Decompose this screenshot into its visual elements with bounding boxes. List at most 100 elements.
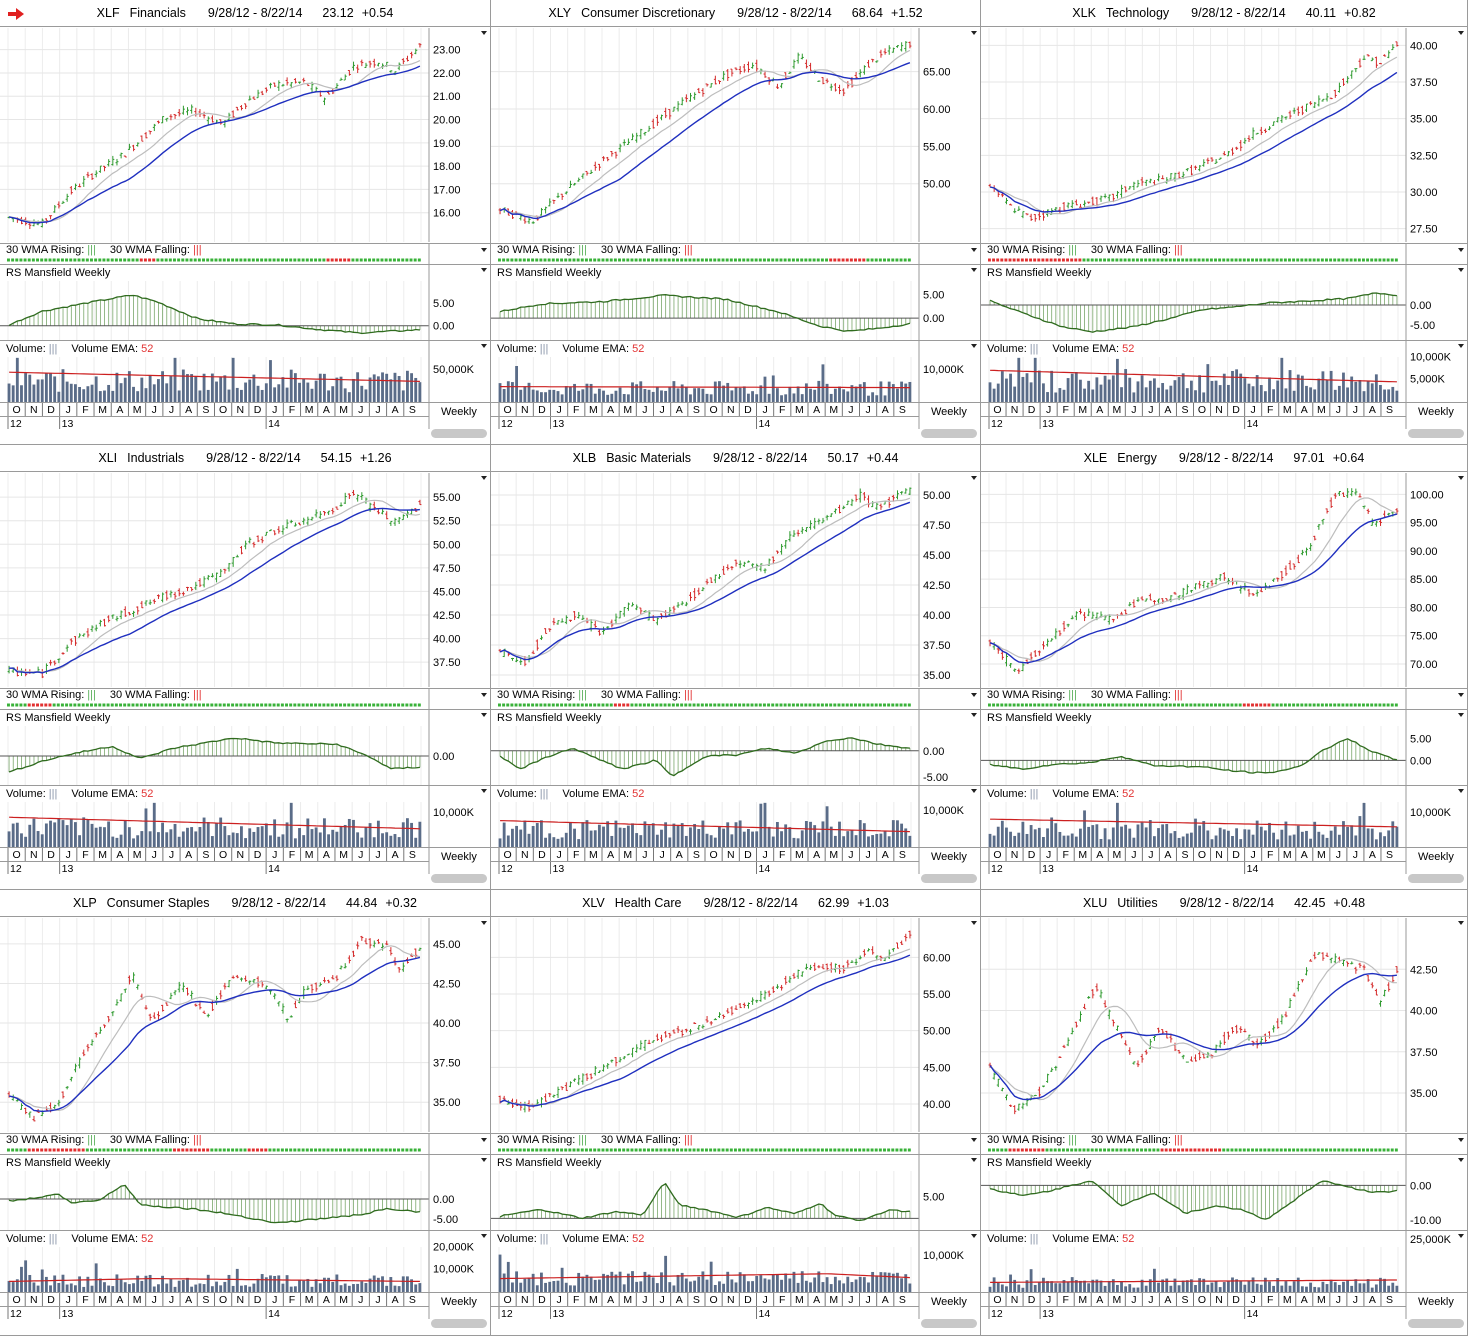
volume-pane[interactable]: 10,000K: [981, 786, 1468, 848]
timeframe-label[interactable]: Weekly: [1418, 406, 1454, 418]
horizontal-scrollbar[interactable]: [431, 874, 487, 883]
pane-menu-icon[interactable]: [481, 268, 487, 272]
rs-pane[interactable]: 0.00-10.00: [981, 1155, 1468, 1231]
pane-menu-icon[interactable]: [971, 789, 977, 793]
horizontal-scrollbar[interactable]: [1408, 1319, 1464, 1328]
timeframe-label[interactable]: Weekly: [931, 406, 967, 418]
pane-menu-icon[interactable]: [971, 713, 977, 717]
pane-menu-icon[interactable]: [1458, 693, 1464, 697]
pane-menu-icon[interactable]: [1458, 344, 1464, 348]
rs-pane[interactable]: 0.00-5.00: [0, 1155, 491, 1231]
pane-menu-icon[interactable]: [971, 31, 977, 35]
volume-pane[interactable]: 25,000K: [981, 1231, 1468, 1293]
pane-menu-icon[interactable]: [481, 1158, 487, 1162]
horizontal-scrollbar[interactable]: [1408, 429, 1464, 438]
pane-menu-icon[interactable]: [481, 1234, 487, 1238]
chart-panel-xlu[interactable]: XLU Utilities 9/28/12 - 8/22/14 42.45 +0.48 4…: [981, 890, 1468, 1336]
pane-menu-icon[interactable]: [971, 476, 977, 480]
chart-panel-xlp[interactable]: XLP Consumer Staples 9/28/12 - 8/22/14 44.8…: [0, 890, 491, 1336]
chart-panel-xle[interactable]: XLE Energy 9/28/12 - 8/22/14 97.01 +0.64 100.…: [981, 445, 1468, 890]
chart-panel-xlv[interactable]: XLV Health Care 9/28/12 - 8/22/14 62.99 +1.0…: [491, 890, 981, 1336]
pane-menu-icon[interactable]: [1458, 476, 1464, 480]
pane-menu-icon[interactable]: [481, 921, 487, 925]
timeframe-label[interactable]: Weekly: [1418, 1296, 1454, 1308]
pane-menu-icon[interactable]: [971, 1234, 977, 1238]
pane-menu-icon[interactable]: [481, 789, 487, 793]
wma-dot: [1390, 703, 1394, 707]
timeframe-label[interactable]: Weekly: [931, 851, 967, 863]
pane-menu-icon[interactable]: [481, 1138, 487, 1142]
rs-pane[interactable]: 5.000.00: [491, 265, 981, 341]
timeframe-label[interactable]: Weekly: [441, 406, 477, 418]
pane-menu-icon[interactable]: [1458, 921, 1464, 925]
wma-dot: [139, 258, 143, 262]
pane-menu-icon[interactable]: [481, 713, 487, 717]
chart-panel-xly[interactable]: XLY Consumer Discretionary 9/28/12 - 8/22/…: [491, 0, 981, 445]
timeframe-label[interactable]: Weekly: [931, 1296, 967, 1308]
timeframe-label[interactable]: Weekly: [1418, 851, 1454, 863]
pane-menu-icon[interactable]: [481, 31, 487, 35]
volume-pane[interactable]: 10,000K: [491, 786, 981, 848]
volume-pane[interactable]: 10,000K: [491, 341, 981, 403]
pane-menu-icon[interactable]: [481, 693, 487, 697]
price-bar: [1321, 518, 1325, 525]
horizontal-scrollbar[interactable]: [921, 874, 977, 883]
pane-menu-icon[interactable]: [1458, 248, 1464, 252]
pane-menu-icon[interactable]: [971, 921, 977, 925]
volume-pane[interactable]: 10,000K: [0, 786, 491, 848]
rs-pane[interactable]: 0.00-5.00: [981, 265, 1468, 341]
volume-pane[interactable]: 50,000K: [0, 341, 491, 403]
pane-menu-icon[interactable]: [481, 248, 487, 252]
pane-menu-icon[interactable]: [971, 344, 977, 348]
chart-panel-xli[interactable]: XLI Industrials 9/28/12 - 8/22/14 54.15 +1.2…: [0, 445, 491, 890]
pane-menu-icon[interactable]: [1458, 1138, 1464, 1142]
pane-menu-icon[interactable]: [1458, 789, 1464, 793]
pane-menu-icon[interactable]: [971, 248, 977, 252]
rs-pane[interactable]: 5.00: [491, 1155, 981, 1231]
pane-menu-icon[interactable]: [1458, 31, 1464, 35]
pane-menu-icon[interactable]: [971, 268, 977, 272]
timeframe-label[interactable]: Weekly: [441, 1296, 477, 1308]
pane-menu-icon[interactable]: [971, 693, 977, 697]
pane-menu-icon[interactable]: [481, 344, 487, 348]
horizontal-scrollbar[interactable]: [921, 1319, 977, 1328]
rs-pane[interactable]: 5.000.00: [981, 710, 1468, 786]
horizontal-scrollbar[interactable]: [431, 429, 487, 438]
pane-menu-icon[interactable]: [1458, 713, 1464, 717]
pane-menu-icon[interactable]: [971, 1138, 977, 1142]
pane-menu-icon[interactable]: [1458, 1234, 1464, 1238]
rs-pane[interactable]: 0.00: [0, 710, 491, 786]
rs-pane[interactable]: 5.000.00: [0, 265, 491, 341]
timeframe-label[interactable]: Weekly: [441, 851, 477, 863]
rs-pane[interactable]: 0.00-5.00: [491, 710, 981, 786]
horizontal-scrollbar[interactable]: [431, 1319, 487, 1328]
chart-panel-xlf[interactable]: XLF Financials 9/28/12 - 8/22/14 23.12 +0.54…: [0, 0, 491, 445]
horizontal-scrollbar[interactable]: [921, 429, 977, 438]
pane-menu-icon[interactable]: [971, 1158, 977, 1162]
pane-menu-icon[interactable]: [481, 476, 487, 480]
price-bar: [198, 578, 202, 588]
red-arrow-icon[interactable]: [8, 8, 24, 20]
chart-panel-xlk[interactable]: XLK Technology 9/28/12 - 8/22/14 40.11 +0.82…: [981, 0, 1468, 445]
volume-pane[interactable]: 10,000K: [491, 1231, 981, 1293]
volume-bar: [1017, 357, 1021, 402]
pane-menu-icon[interactable]: [1458, 1158, 1464, 1162]
volume-bar: [28, 1274, 32, 1292]
horizontal-scrollbar[interactable]: [1408, 874, 1464, 883]
price-bar: [548, 628, 552, 632]
wma-dot: [251, 258, 255, 262]
pane-menu-icon[interactable]: [1458, 268, 1464, 272]
volume-bar: [1070, 833, 1074, 847]
chart-panel-xlb[interactable]: XLB Basic Materials 9/28/12 - 8/22/14 50.17…: [491, 445, 981, 890]
